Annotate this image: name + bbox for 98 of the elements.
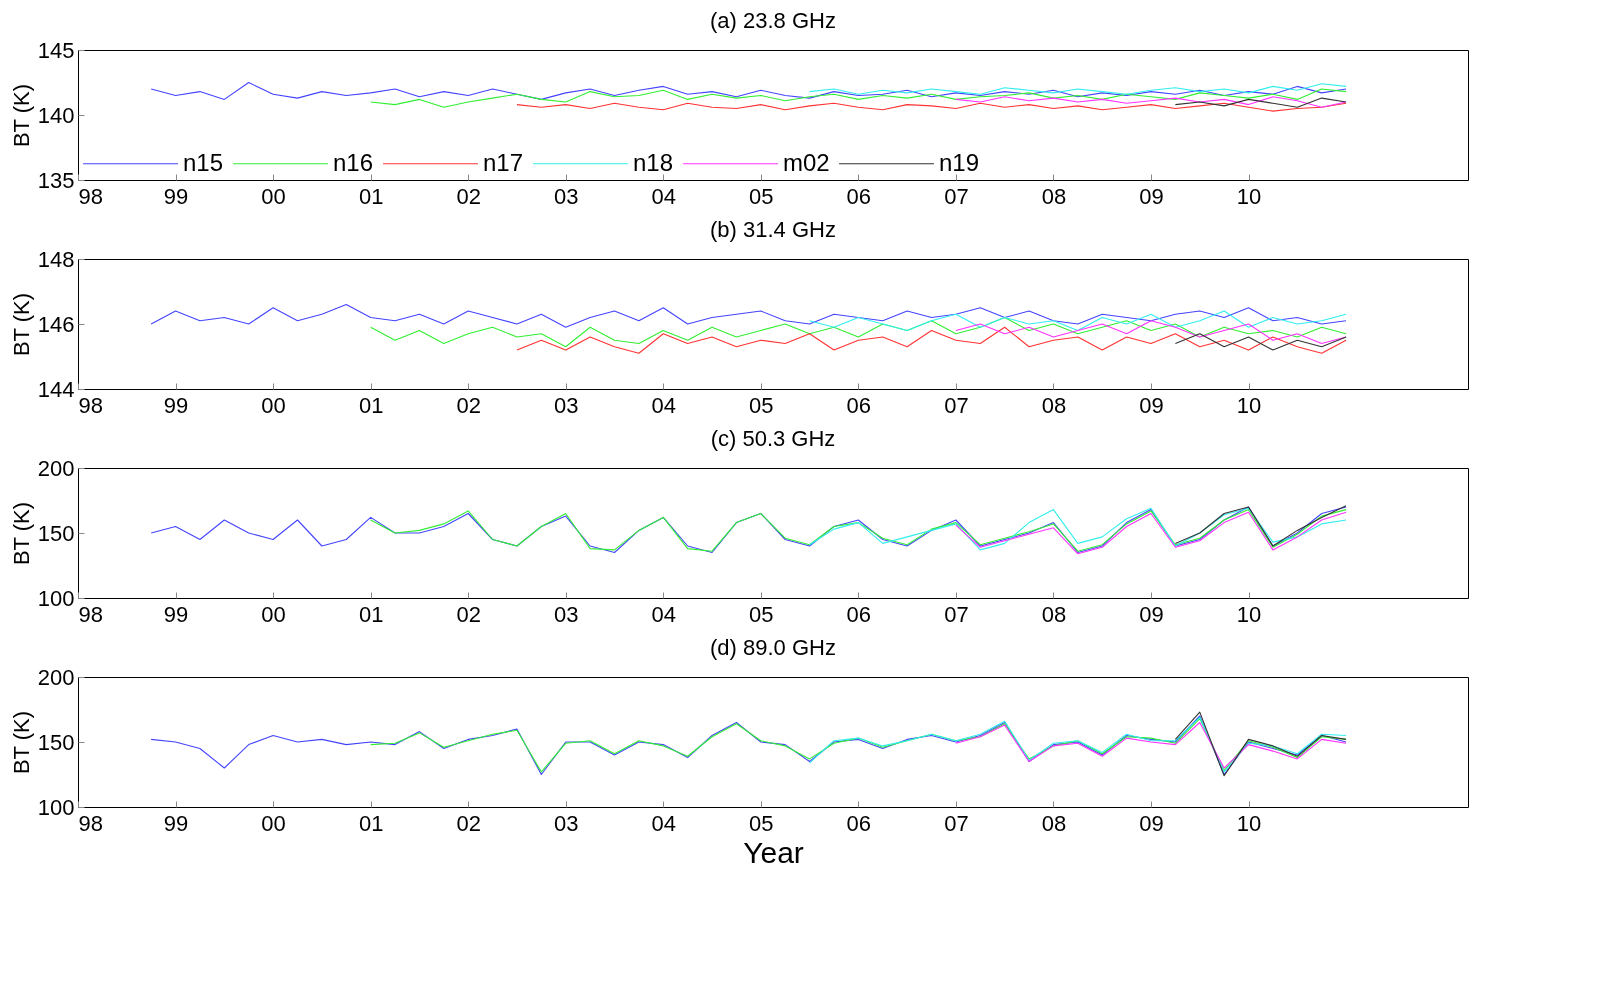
line-series: [1174, 333, 1347, 351]
x-tick-label: 01: [358, 183, 384, 209]
chart-title: (d) 89.0 GHz: [710, 635, 836, 660]
y-tick-label: 150: [37, 520, 75, 546]
line-series: [955, 511, 1347, 555]
x-tick-label: 01: [358, 392, 384, 418]
x-tick-label: 02: [456, 392, 481, 418]
x-tick-label: 01: [358, 601, 384, 627]
x-tick-label: 06: [846, 810, 872, 836]
x-tick-label: 10: [1236, 392, 1262, 418]
y-tick-label: 140: [37, 102, 75, 128]
x-tick-label: 04: [651, 810, 677, 836]
chart-title: (b) 31.4 GHz: [710, 217, 836, 242]
x-tick-label: 03: [553, 601, 579, 627]
x-tick-label: 10: [1236, 810, 1262, 836]
legend-label: n17: [483, 148, 524, 176]
y-tick-label: 135: [37, 167, 75, 193]
x-tick-label: 99: [163, 392, 189, 418]
x-tick-label: 08: [1041, 810, 1067, 836]
x-tick-label: 08: [1041, 392, 1067, 418]
x-tick-label: 98: [78, 392, 103, 418]
y-tick-label: 150: [37, 729, 75, 755]
y-axis-title: BT (K): [8, 292, 34, 357]
x-tick-label: 99: [163, 601, 189, 627]
x-tick-label: 98: [78, 601, 103, 627]
x-tick-label: 10: [1236, 601, 1262, 627]
legend-label: m02: [783, 148, 830, 176]
line-series: [370, 509, 1347, 552]
line-series: [516, 326, 1347, 354]
x-tick-label: 04: [651, 601, 677, 627]
x-tick-label: 00: [261, 392, 286, 418]
x-tick-label: 08: [1041, 601, 1067, 627]
x-tick-label: 05: [749, 183, 774, 209]
line-series: [150, 81, 1347, 100]
x-tick-label: 07: [944, 183, 969, 209]
x-tick-label: 03: [553, 183, 579, 209]
y-tick-label: 100: [37, 794, 75, 820]
x-tick-label: 03: [553, 810, 579, 836]
x-tick-label: 01: [358, 810, 384, 836]
x-axis-title: Year: [743, 835, 804, 869]
y-tick-label: 146: [37, 311, 75, 337]
x-tick-label: 00: [261, 810, 286, 836]
legend-label: n15: [183, 148, 224, 176]
y-tick-label: 145: [37, 37, 75, 63]
y-axis-title: BT (K): [8, 710, 34, 775]
x-tick-label: 00: [261, 601, 286, 627]
x-tick-label: 09: [1139, 183, 1164, 209]
x-tick-label: 02: [456, 183, 481, 209]
x-tick-label: 07: [944, 601, 969, 627]
x-tick-label: 04: [651, 392, 677, 418]
x-tick-label: 05: [749, 601, 774, 627]
x-tick-label: 02: [456, 810, 481, 836]
x-tick-label: 09: [1139, 601, 1164, 627]
x-tick-label: 98: [78, 183, 103, 209]
line-series: [1174, 711, 1347, 777]
line-series: [955, 721, 1347, 769]
chart-title: (a) 23.8 GHz: [710, 8, 836, 33]
y-tick-label: 200: [37, 455, 75, 481]
x-tick-label: 09: [1139, 392, 1164, 418]
line-series: [955, 320, 1347, 345]
legend-label: n19: [939, 148, 980, 176]
x-tick-label: 05: [749, 810, 774, 836]
x-tick-label: 99: [163, 183, 189, 209]
line-series: [809, 83, 1347, 95]
line-series: [809, 716, 1347, 773]
y-tick-label: 100: [37, 585, 75, 611]
line-series: [370, 316, 1347, 348]
line-series: [370, 88, 1347, 108]
legend-label: n16: [333, 148, 374, 176]
legend-label: n18: [633, 148, 674, 176]
y-tick-label: 144: [37, 376, 75, 402]
x-tick-label: 05: [749, 392, 774, 418]
x-tick-label: 04: [651, 183, 677, 209]
line-series: [809, 507, 1347, 551]
line-series: [516, 102, 1347, 112]
y-tick-label: 148: [37, 246, 75, 272]
line-series: [1174, 505, 1347, 547]
line-series: [150, 303, 1347, 328]
x-tick-label: 06: [846, 601, 872, 627]
x-tick-label: 06: [846, 392, 872, 418]
y-axis-title: BT (K): [8, 501, 34, 566]
x-tick-label: 99: [163, 810, 189, 836]
x-tick-label: 02: [456, 601, 481, 627]
x-tick-label: 09: [1139, 810, 1164, 836]
y-tick-label: 200: [37, 664, 75, 690]
x-tick-label: 07: [944, 810, 969, 836]
x-tick-label: 03: [553, 392, 579, 418]
x-tick-label: 06: [846, 183, 872, 209]
x-tick-label: 08: [1041, 183, 1067, 209]
line-series: [809, 310, 1347, 332]
x-tick-label: 10: [1236, 183, 1262, 209]
x-tick-label: 00: [261, 183, 286, 209]
x-tick-label: 07: [944, 392, 969, 418]
x-tick-label: 98: [78, 810, 103, 836]
chart-title: (c) 50.3 GHz: [710, 426, 836, 451]
y-axis-title: BT (K): [8, 83, 34, 148]
line-series: [1174, 97, 1347, 108]
line-series: [955, 96, 1347, 108]
